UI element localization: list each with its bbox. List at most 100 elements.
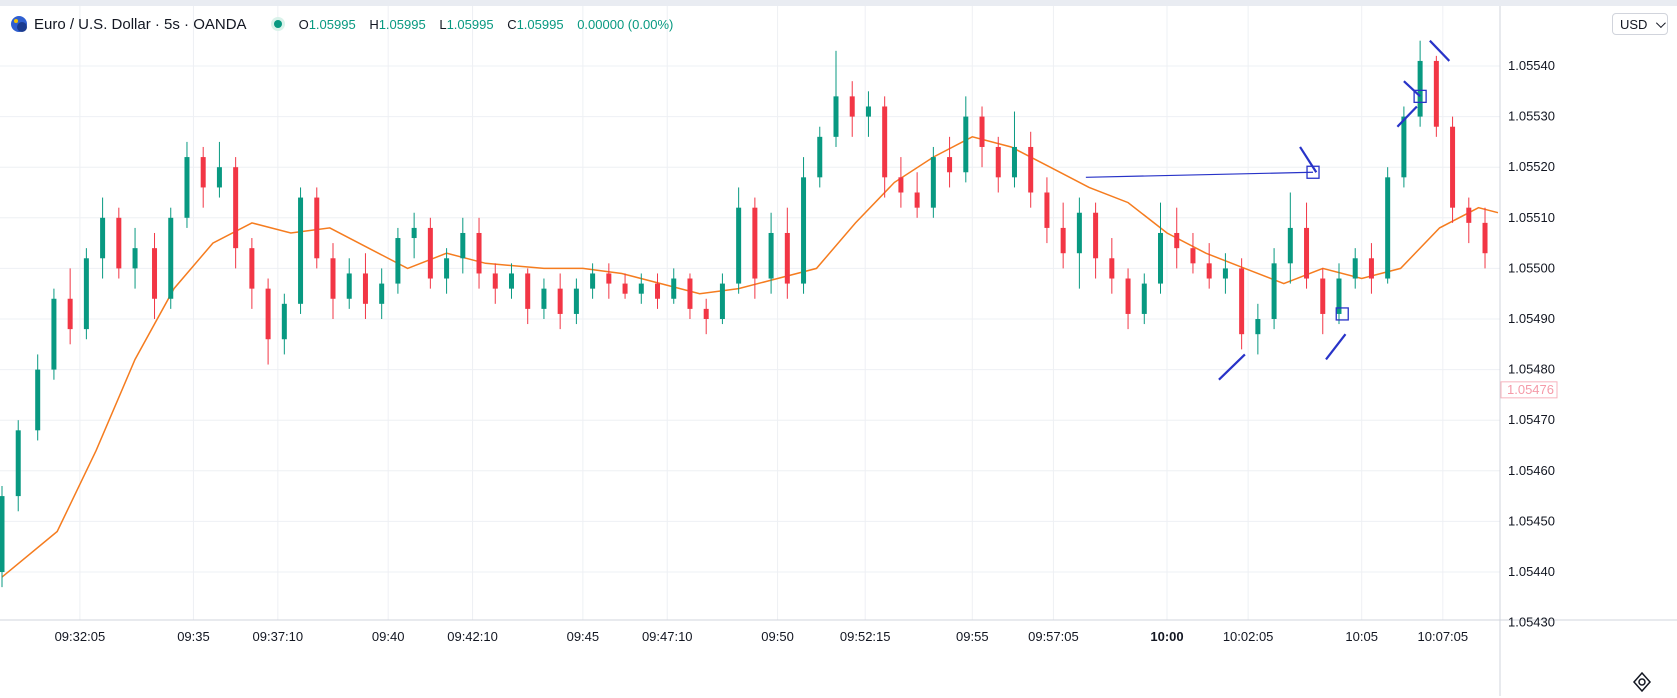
candle-body[interactable] [817, 136, 823, 178]
candle-body[interactable] [233, 167, 239, 249]
candle-body[interactable] [1433, 60, 1439, 127]
trend-line[interactable] [1085, 171, 1314, 178]
candle-body[interactable] [1255, 319, 1261, 335]
candle-body[interactable] [1158, 232, 1164, 284]
candle-body[interactable] [882, 106, 888, 178]
candle-body[interactable] [265, 288, 271, 340]
candle-body[interactable] [1011, 146, 1017, 178]
candle-body[interactable] [51, 298, 57, 370]
candle-body[interactable] [1076, 212, 1082, 254]
candle-body[interactable] [541, 288, 547, 309]
candle-body[interactable] [35, 369, 41, 431]
candle-body[interactable] [963, 116, 969, 173]
candle-body[interactable] [1028, 146, 1034, 193]
candle-body[interactable] [833, 96, 839, 137]
candle-body[interactable] [1206, 263, 1212, 279]
candle-body[interactable] [362, 273, 368, 304]
candle-body[interactable] [1352, 258, 1358, 279]
chart-settings-icon[interactable] [1631, 671, 1653, 693]
candle-body[interactable] [200, 157, 206, 188]
candle-body[interactable] [395, 238, 401, 284]
candle-body[interactable] [898, 177, 904, 193]
annotation-stroke[interactable] [1218, 353, 1246, 381]
candle-body[interactable] [1304, 227, 1310, 279]
candle-body[interactable] [1417, 60, 1423, 117]
candle-body[interactable] [1368, 258, 1374, 279]
candle-body[interactable] [719, 283, 725, 319]
annotation-box[interactable] [1335, 307, 1349, 321]
candle-body[interactable] [590, 273, 596, 289]
annotation-stroke[interactable] [1325, 333, 1347, 361]
candle-body[interactable] [736, 207, 742, 284]
candle-body[interactable] [1044, 192, 1050, 228]
candle-body[interactable] [444, 258, 450, 279]
candle-body[interactable] [67, 298, 73, 330]
candle-body[interactable] [427, 227, 433, 279]
candle-body[interactable] [1093, 212, 1099, 259]
candle-body[interactable] [865, 106, 871, 117]
candle-body[interactable] [995, 146, 1001, 178]
candle-body[interactable] [849, 96, 855, 117]
candle-body[interactable] [930, 157, 936, 208]
candle-body[interactable] [168, 217, 174, 299]
candle-body[interactable] [525, 273, 531, 309]
candle-body[interactable] [622, 283, 628, 294]
candle-body[interactable] [1109, 258, 1115, 279]
candle-body[interactable] [476, 232, 482, 274]
candle-body[interactable] [671, 278, 677, 299]
candle-body[interactable] [1401, 116, 1407, 178]
candle-body[interactable] [346, 273, 352, 299]
candle-body[interactable] [687, 278, 693, 309]
candle-body[interactable] [508, 273, 514, 289]
candle-body[interactable] [606, 273, 612, 284]
currency-selector[interactable]: USD [1612, 13, 1668, 35]
candle-body[interactable] [314, 197, 320, 259]
candle-body[interactable] [1174, 232, 1180, 249]
candle-body[interactable] [1336, 278, 1342, 314]
candle-body[interactable] [1466, 207, 1472, 223]
candle-body[interactable] [1239, 268, 1245, 335]
candle-body[interactable] [1450, 126, 1456, 208]
candle-body[interactable] [573, 288, 579, 314]
candle-body[interactable] [947, 157, 953, 173]
candle-body[interactable] [100, 217, 106, 259]
candle-body[interactable] [1141, 283, 1147, 314]
candle-body[interactable] [638, 283, 644, 294]
candle-body[interactable] [1271, 263, 1277, 319]
candle-body[interactable] [83, 258, 89, 330]
annotation-stroke[interactable] [1299, 146, 1318, 173]
candle-body[interactable] [752, 207, 758, 279]
candle-body[interactable] [784, 232, 790, 284]
candle-body[interactable] [249, 248, 255, 289]
candle-body[interactable] [152, 248, 158, 299]
candle-body[interactable] [411, 227, 417, 239]
candle-body[interactable] [1190, 248, 1196, 264]
candle-body[interactable] [116, 217, 122, 269]
candle-body[interactable] [768, 232, 774, 279]
candle-body[interactable] [0, 496, 5, 572]
candle-body[interactable] [281, 303, 287, 340]
candle-body[interactable] [1385, 177, 1391, 279]
candle-body[interactable] [298, 197, 304, 304]
candle-body[interactable] [801, 177, 807, 284]
candle-body[interactable] [492, 273, 498, 289]
annotation-box[interactable] [1413, 89, 1427, 104]
candle-body[interactable] [1287, 227, 1293, 264]
candle-body[interactable] [132, 248, 138, 269]
candle-body[interactable] [1320, 278, 1326, 314]
candle-body[interactable] [216, 167, 222, 188]
candle-body[interactable] [703, 308, 709, 319]
candle-body[interactable] [979, 116, 985, 147]
annotation-stroke[interactable] [1403, 80, 1421, 98]
candle-body[interactable] [460, 232, 466, 259]
annotation-stroke[interactable] [1429, 39, 1451, 62]
candle-body[interactable] [184, 157, 190, 218]
candle-body[interactable] [1222, 268, 1228, 279]
candle-body[interactable] [1125, 278, 1131, 314]
candle-body[interactable] [330, 258, 336, 299]
candle-body[interactable] [914, 192, 920, 208]
candle-body[interactable] [655, 283, 661, 299]
symbol-title[interactable]: Euro / U.S. Dollar · 5s · OANDA [34, 15, 247, 33]
candle-body[interactable] [557, 288, 563, 314]
